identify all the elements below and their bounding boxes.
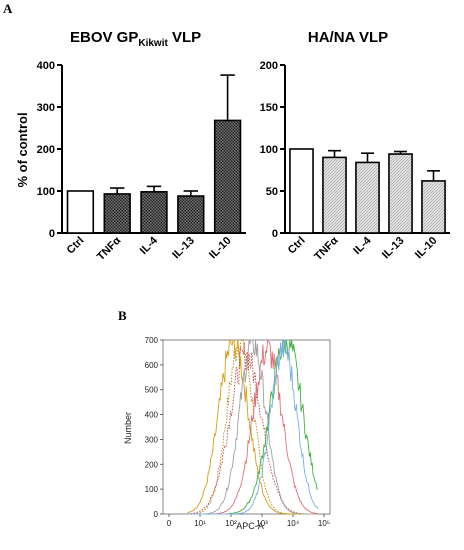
chart3-x-tick-label: 10³	[256, 519, 268, 528]
chart1-title-subscript: Kikwit	[138, 38, 168, 49]
chart3-y-axis-label: Number	[123, 412, 133, 444]
chart1-bar	[213, 119, 242, 234]
chart2-bar	[289, 148, 314, 234]
chart2-bar	[388, 153, 413, 234]
chart3-series-trace	[187, 339, 318, 515]
chart3-y-tick-label: 700	[145, 336, 159, 345]
chart2-bar	[322, 156, 347, 234]
chart2-bar	[421, 180, 446, 234]
chart3-x-tick-label: 10⁴	[287, 519, 300, 528]
chart3-x-axis-label: APC-A	[236, 521, 264, 531]
chart1-bar	[140, 191, 168, 234]
chart3-series-trace	[187, 339, 319, 515]
chart1-title: EBOV GPKikwit VLP	[70, 29, 201, 49]
chart1-y-tick-label: 400	[37, 60, 55, 72]
chart3-y-tick-label: 400	[145, 411, 159, 420]
chart2-category-label: TNFα	[312, 234, 341, 263]
flow-histogram: APC-A Number 0 100 200 300 400 500 600 700 0 10¹ 1…	[123, 336, 331, 531]
chart2-category-label: Ctrl	[286, 235, 308, 257]
chart1-y-tick-label: 300	[37, 102, 55, 114]
chart3-y-tick-label: 200	[145, 460, 159, 469]
chart1-category-label: Ctrl	[65, 235, 87, 257]
chart3-y-tick-label: 300	[145, 435, 159, 444]
chart1-y-tick-label: 100	[37, 186, 55, 198]
chart1-y-tick-label: 200	[37, 144, 55, 156]
panel-a-label: A	[3, 1, 13, 16]
chart3-series-trace	[187, 342, 318, 515]
chart1-bar	[177, 195, 205, 234]
chart3-y-tick-label: 0	[154, 510, 159, 519]
chart2-category-label: IL-4	[351, 234, 374, 257]
chart2-y-tick-label: 200	[260, 60, 278, 72]
chart2-y-tick-label: 150	[260, 102, 278, 114]
chart2-y-tick-label: 0	[272, 228, 278, 240]
chart3-series-trace	[187, 339, 318, 515]
chart3-x-tick-label: 10⁵	[318, 519, 330, 528]
chart3-y-tick-label: 600	[145, 361, 159, 370]
chart2-category-label: IL-10	[413, 235, 440, 262]
hana-bar-chart: HA/NA VLP 0 50 100 150 200 Ctrl TNFα IL-4 IL-13 I…	[260, 29, 450, 263]
chart3-x-tick-label: 10²	[225, 519, 237, 528]
chart1-y-tick-label: 0	[49, 228, 55, 240]
chart1-title-main: EBOV GP	[70, 29, 138, 46]
chart1-bar	[66, 190, 95, 234]
chart1-bar	[103, 193, 131, 234]
chart2-y-tick-label: 50	[266, 186, 278, 198]
chart3-series-trace	[187, 339, 319, 515]
chart3-series-trace	[187, 338, 318, 515]
chart3-series-trace	[187, 339, 318, 515]
chart1-category-label: TNFα	[95, 234, 124, 263]
chart3-x-tick-label: 0	[167, 519, 172, 528]
ebov-bar-chart: EBOV GPKikwit VLP % of control 0 100 200 30…	[15, 29, 246, 263]
panel-b-label: B	[118, 308, 127, 323]
chart1-category-label: IL-10	[207, 235, 234, 262]
chart1-category-label: IL-4	[138, 234, 161, 257]
chart1-category-label: IL-13	[170, 235, 197, 262]
chart2-bar	[355, 161, 380, 234]
chart3-x-tick-label: 10¹	[194, 519, 206, 528]
chart3-y-tick-label: 500	[145, 386, 159, 395]
chart2-category-label: IL-13	[380, 235, 407, 262]
chart2-y-tick-label: 100	[260, 144, 278, 156]
chart3-y-tick-label: 100	[145, 485, 159, 494]
chart3-plot-frame	[162, 339, 331, 515]
chart1-title-tail: VLP	[168, 29, 201, 46]
chart1-y-axis-label: % of control	[15, 112, 30, 187]
chart2-title: HA/NA VLP	[308, 29, 388, 46]
